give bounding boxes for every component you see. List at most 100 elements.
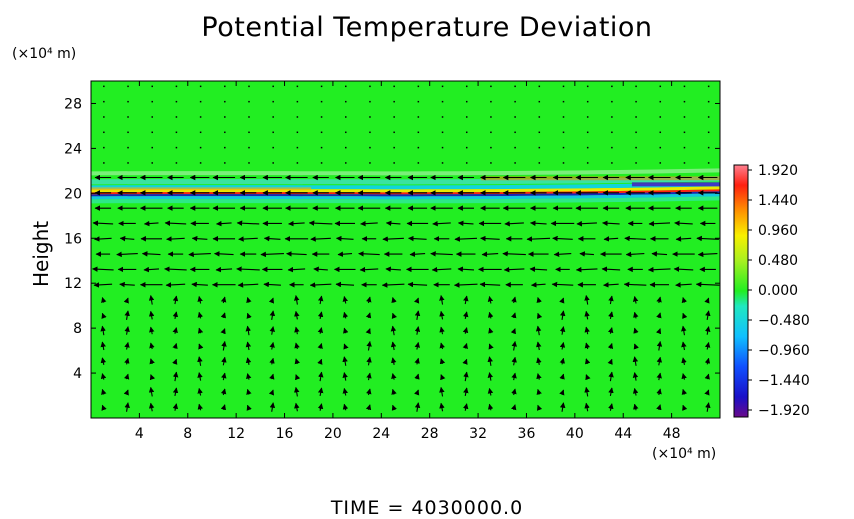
vector-arrow	[608, 311, 614, 319]
vector-dot	[490, 100, 492, 103]
colorbar-tick-label: 0.000	[758, 283, 798, 299]
vector-arrow	[385, 220, 401, 227]
vector-arrow	[439, 358, 446, 365]
vector-dot	[611, 131, 613, 134]
vector-dot	[683, 116, 686, 118]
vector-arrow	[695, 281, 720, 288]
vector-arrow	[705, 310, 711, 320]
vector-arrow	[511, 312, 517, 319]
vector-dot	[659, 146, 662, 149]
vector-arrow	[293, 386, 300, 397]
vector-dot	[127, 131, 129, 134]
vector-dot	[538, 162, 541, 164]
vector-arrow	[172, 358, 178, 365]
vector-arrow	[584, 295, 590, 305]
x-tick-label: 36	[518, 426, 536, 442]
vector-arrow	[365, 328, 371, 335]
vector-arrow	[119, 281, 135, 288]
vector-dot	[586, 162, 589, 164]
vector-arrow	[682, 404, 688, 411]
vector-dot	[369, 146, 371, 149]
vector-arrow	[381, 282, 405, 288]
vector-arrow	[457, 220, 474, 227]
vector-dot	[659, 116, 662, 118]
vector-arrow	[214, 251, 234, 257]
vector-arrow	[263, 235, 281, 242]
vector-arrow	[309, 282, 332, 288]
vector-dot	[441, 100, 444, 103]
vector-arrow	[149, 374, 156, 381]
vector-arrow	[536, 373, 542, 380]
vector-dot	[611, 146, 613, 149]
vector-arrow	[335, 281, 355, 288]
vector-dot	[175, 100, 178, 103]
vector-arrow	[585, 374, 591, 381]
vector-dot	[514, 116, 516, 118]
vector-arrow	[536, 404, 543, 411]
vector-dot	[127, 116, 129, 118]
vector-arrow	[100, 341, 106, 351]
vector-arrow	[608, 371, 614, 382]
vector-dot	[103, 116, 105, 118]
vector-dot	[683, 146, 686, 149]
vector-arrow	[164, 266, 187, 272]
vector-arrow	[149, 326, 155, 335]
vector-arrow	[439, 342, 445, 350]
vector-arrow	[391, 312, 397, 319]
vector-arrow	[221, 372, 227, 381]
vector-arrow	[245, 357, 252, 365]
vector-dot	[586, 131, 589, 134]
vector-dot	[248, 162, 250, 164]
vector-arrow	[681, 341, 687, 351]
vector-dot	[417, 85, 420, 88]
vector-arrow	[237, 282, 259, 288]
vector-arrow	[124, 326, 130, 335]
vector-dot	[127, 146, 129, 149]
vector-dot	[127, 162, 129, 164]
vector-arrow	[149, 342, 155, 350]
vector-arrow	[100, 357, 107, 365]
vector-dot	[175, 116, 178, 118]
vector-arrow	[269, 326, 275, 335]
vector-arrow	[602, 220, 620, 226]
vector-arrow	[366, 340, 372, 351]
vector-dot	[345, 146, 347, 149]
vector-arrow	[462, 342, 468, 350]
vector-arrow	[553, 251, 572, 258]
vector-dot	[707, 131, 710, 134]
vector-arrow	[431, 266, 452, 273]
vector-arrow	[439, 310, 445, 320]
vector-arrow	[551, 281, 574, 288]
vector-arrow	[487, 296, 494, 304]
vector-dot	[393, 100, 395, 103]
vector-arrow	[536, 388, 542, 395]
x-tick-label: 16	[276, 426, 294, 442]
vector-dot	[490, 131, 492, 134]
vector-arrow	[487, 372, 494, 381]
vector-arrow	[575, 266, 598, 273]
vector-dot	[659, 162, 662, 164]
colorbar-tick-label: 0.480	[758, 253, 798, 269]
vector-dot	[562, 146, 565, 149]
vector-arrow	[148, 310, 155, 320]
vector-arrow	[632, 356, 639, 366]
y-tick-label: 28	[64, 96, 82, 112]
vector-arrow	[487, 403, 494, 411]
vector-arrow	[526, 236, 551, 242]
vector-dot	[175, 85, 178, 88]
vector-arrow	[317, 295, 324, 305]
vector-dot	[490, 146, 492, 149]
y-tick-label: 8	[73, 321, 82, 337]
vector-dot	[248, 116, 250, 118]
vector-dot	[175, 162, 178, 164]
vector-arrow	[682, 312, 688, 319]
vector-dot	[393, 146, 395, 149]
vector-arrow	[535, 325, 542, 336]
vector-dot	[635, 146, 637, 149]
vector-arrow	[440, 374, 446, 381]
vector-arrow	[366, 372, 372, 381]
vector-arrow	[124, 402, 130, 412]
vector-arrow	[246, 297, 252, 304]
vector-arrow	[343, 343, 349, 350]
